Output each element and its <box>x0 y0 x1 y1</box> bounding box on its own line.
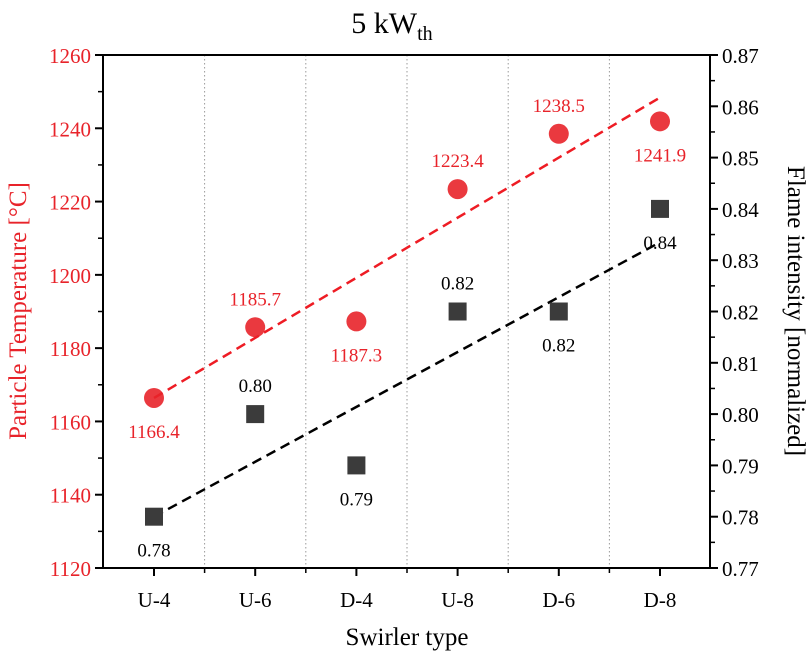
x-tick-label: D-8 <box>644 588 677 612</box>
data-point <box>548 123 569 144</box>
data-point <box>346 311 367 332</box>
left-tick-label: 1260 <box>49 44 91 68</box>
left-tick-label: 1120 <box>50 557 91 581</box>
right-tick-label: 0.83 <box>722 249 759 273</box>
data-label: 0.82 <box>441 274 474 295</box>
x-axis: U-4 U-6 D-4 U-8 D-6 D-8 <box>138 568 677 612</box>
x-tick-label: D-4 <box>340 588 373 612</box>
left-axis-label: Particle Temperature [°C] <box>5 182 32 440</box>
data-label: 1185.7 <box>229 289 281 310</box>
left-tick-label: 1180 <box>50 337 91 361</box>
trend-lines <box>153 96 661 518</box>
x-axis-label: Swirler type <box>346 624 469 651</box>
data-point <box>145 507 163 526</box>
right-axis-label: Flame intensity [normalized] <box>782 166 809 456</box>
left-tick-label: 1220 <box>49 191 91 215</box>
data-point <box>144 387 164 408</box>
data-label: 1238.5 <box>533 96 585 117</box>
right-tick-label: 0.78 <box>722 506 759 530</box>
right-tick-label: 0.85 <box>722 147 759 171</box>
x-tick-label: U-4 <box>138 588 171 612</box>
data-label: 1166.4 <box>128 422 180 443</box>
data-label: 0.78 <box>137 541 170 562</box>
right-tick-label: 0.84 <box>722 198 759 222</box>
data-label: 0.79 <box>340 489 373 510</box>
x-tick-label: D-6 <box>542 588 575 612</box>
data-point <box>245 317 266 338</box>
data-markers <box>144 111 670 526</box>
data-point <box>347 456 366 475</box>
data-label: 0.80 <box>239 376 272 397</box>
right-tick-label: 0.81 <box>722 352 759 376</box>
right-tick-label: 0.86 <box>722 95 759 119</box>
left-tick-label: 1240 <box>49 117 91 141</box>
data-point <box>651 199 669 218</box>
left-tick-label: 1200 <box>49 264 91 288</box>
trend-line <box>153 96 661 400</box>
chart-title: 5 kWth <box>351 7 432 45</box>
data-point <box>246 405 265 424</box>
right-tick-label: 0.79 <box>722 454 759 478</box>
data-label: 1223.4 <box>431 151 484 172</box>
x-tick-label: U-6 <box>239 588 272 612</box>
data-point <box>549 302 568 321</box>
chart-title-subscript: th <box>417 23 433 45</box>
gridlines <box>204 55 610 568</box>
data-label: 0.84 <box>643 233 677 254</box>
chart-title-main: 5 kW <box>351 7 418 40</box>
right-axis: 0.77 0.78 0.79 0.80 0.81 0.82 0.83 0.84 0.85 0.86… <box>710 44 759 581</box>
data-labels: 1166.4 1185.7 1187.3 1223.4 1238.5 1241.9 0.78… <box>128 96 686 562</box>
left-tick-label: 1160 <box>50 410 91 434</box>
data-point <box>650 111 670 132</box>
right-tick-label: 0.87 <box>722 44 759 68</box>
data-point <box>447 179 468 200</box>
data-label: 1187.3 <box>331 345 383 366</box>
left-axis: 1120 1140 1160 1180 1200 1220 1240 1260 <box>49 44 103 581</box>
right-tick-label: 0.77 <box>722 557 759 581</box>
data-label: 1241.9 <box>634 145 686 166</box>
data-point <box>448 302 467 321</box>
right-tick-label: 0.82 <box>722 301 759 325</box>
data-label: 0.82 <box>542 336 575 357</box>
x-tick-label: U-8 <box>441 588 474 612</box>
right-tick-label: 0.80 <box>722 403 759 427</box>
left-tick-label: 1140 <box>50 484 91 508</box>
